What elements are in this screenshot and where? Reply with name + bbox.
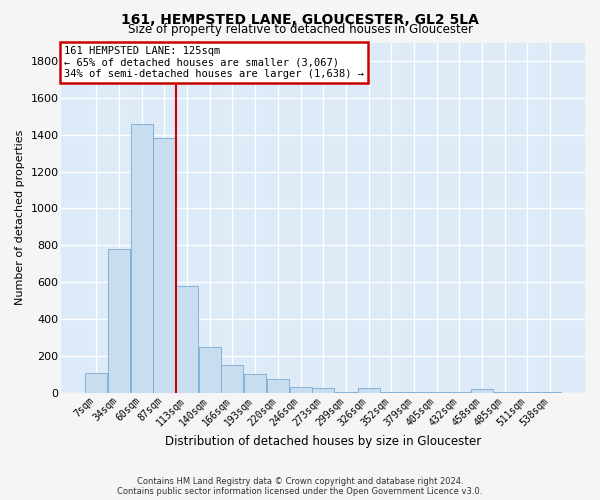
Bar bbox=[471, 389, 493, 393]
Bar bbox=[539, 392, 561, 393]
Bar bbox=[403, 392, 425, 393]
Text: Contains HM Land Registry data © Crown copyright and database right 2024.
Contai: Contains HM Land Registry data © Crown c… bbox=[118, 476, 482, 496]
Bar bbox=[290, 388, 311, 393]
Bar bbox=[426, 392, 448, 393]
Bar bbox=[380, 392, 403, 393]
X-axis label: Distribution of detached houses by size in Gloucester: Distribution of detached houses by size … bbox=[165, 434, 481, 448]
Bar bbox=[131, 124, 152, 393]
Bar bbox=[358, 388, 380, 393]
Text: 161 HEMPSTED LANE: 125sqm
← 65% of detached houses are smaller (3,067)
34% of se: 161 HEMPSTED LANE: 125sqm ← 65% of detac… bbox=[64, 46, 364, 79]
Bar bbox=[267, 379, 289, 393]
Bar bbox=[335, 392, 357, 393]
Y-axis label: Number of detached properties: Number of detached properties bbox=[15, 130, 25, 306]
Bar bbox=[494, 392, 516, 393]
Text: Size of property relative to detached houses in Gloucester: Size of property relative to detached ho… bbox=[128, 22, 473, 36]
Bar bbox=[199, 346, 221, 393]
Bar bbox=[517, 392, 539, 393]
Bar bbox=[154, 138, 175, 393]
Bar bbox=[108, 249, 130, 393]
Bar bbox=[448, 392, 470, 393]
Bar bbox=[85, 372, 107, 393]
Bar bbox=[176, 286, 198, 393]
Bar bbox=[244, 374, 266, 393]
Bar bbox=[221, 365, 244, 393]
Bar bbox=[312, 388, 334, 393]
Text: 161, HEMPSTED LANE, GLOUCESTER, GL2 5LA: 161, HEMPSTED LANE, GLOUCESTER, GL2 5LA bbox=[121, 12, 479, 26]
